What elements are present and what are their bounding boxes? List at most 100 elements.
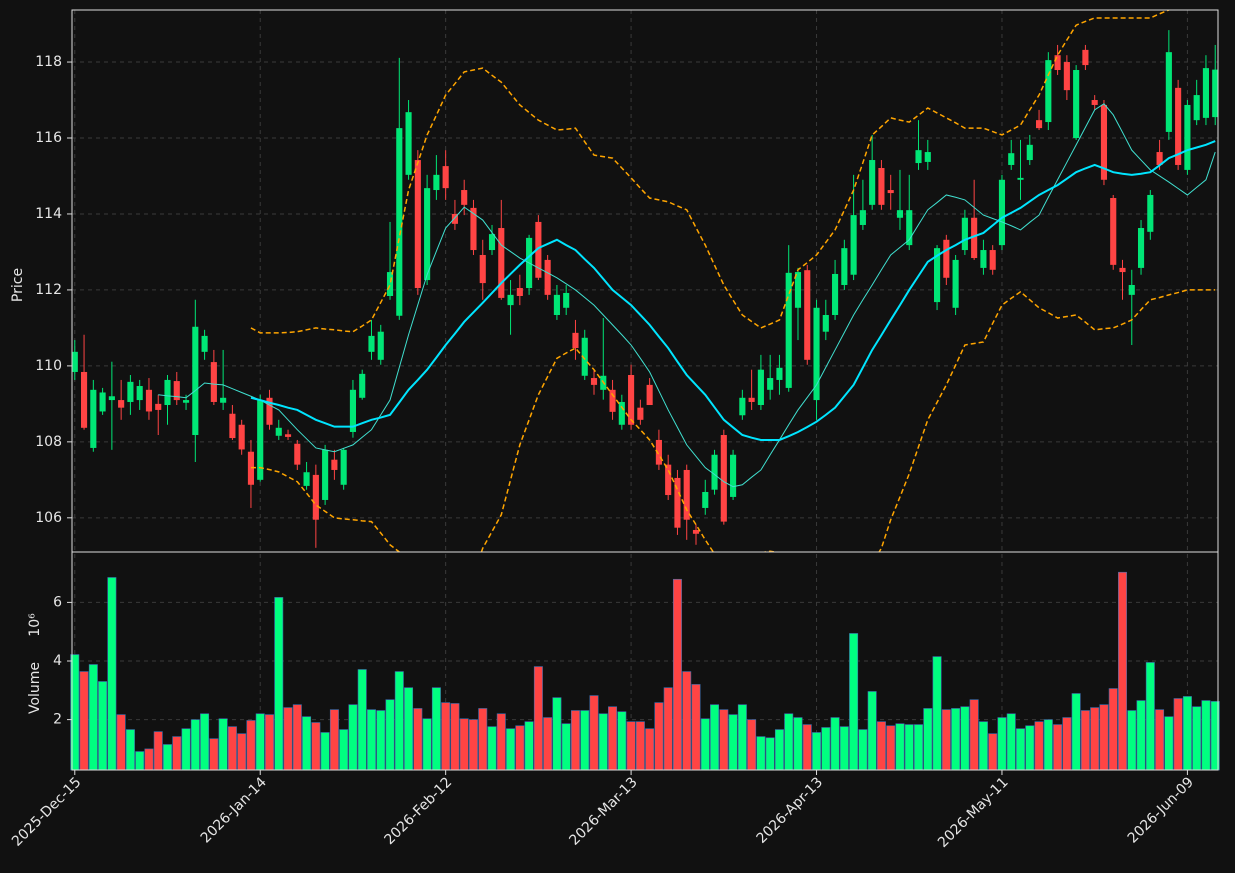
candle-body (971, 217, 978, 259)
candle-body (377, 331, 384, 360)
volume-bar (886, 725, 896, 771)
volume-bar (960, 706, 970, 771)
candle-body (887, 190, 894, 194)
candle-body (507, 294, 514, 306)
candle-body (498, 228, 505, 298)
volume-bar (765, 737, 775, 771)
candle-body (989, 250, 996, 270)
candle-body (535, 221, 542, 278)
volume-bar (292, 704, 302, 771)
volume-bar (348, 704, 358, 771)
volume-bar (737, 704, 747, 771)
candle-body (590, 378, 598, 385)
volume-bar (506, 728, 516, 771)
volume-bar (311, 722, 321, 771)
candle-body (924, 152, 931, 162)
candle-body (136, 386, 143, 401)
candle-body (1193, 95, 1200, 121)
candle-body (702, 491, 709, 508)
candle-body (1165, 52, 1172, 132)
volume-bar (1155, 709, 1165, 771)
candle-body (386, 272, 394, 297)
y-tick-label: 110 (35, 358, 62, 374)
candle-body (90, 389, 97, 448)
candle-body (1054, 55, 1061, 71)
volume-bar (969, 699, 979, 771)
volume-bar (88, 664, 98, 771)
volume-bar (144, 748, 154, 771)
candle-body (757, 369, 764, 406)
volume-bar (895, 723, 905, 771)
candle-body (628, 375, 635, 425)
candle-body (618, 401, 625, 425)
volume-bar (932, 656, 942, 771)
candle-body (1175, 87, 1182, 165)
volume-bar (830, 717, 840, 771)
volume-bar (1108, 688, 1118, 771)
volume-bar (320, 732, 330, 771)
candle-body (182, 400, 190, 403)
volume-bar (812, 732, 822, 771)
volume-bar (1182, 696, 1192, 771)
volume-bar (515, 725, 525, 771)
volume-bar (1034, 721, 1044, 771)
volume-bar (468, 719, 478, 771)
volume-bar (978, 721, 988, 771)
candle-body (692, 529, 700, 534)
volume-bar (663, 687, 673, 771)
candle-body (655, 439, 662, 465)
volume-bar (858, 729, 868, 771)
volume-bar (450, 703, 460, 771)
price-axis-label: Price (10, 268, 26, 302)
candle-body (767, 378, 774, 390)
volume-bar (376, 710, 386, 771)
candle-body (238, 424, 245, 450)
candle-body (581, 337, 588, 376)
y-tick-label: 4 (53, 653, 62, 669)
candle-body (572, 332, 579, 349)
volume-bar (710, 704, 720, 771)
volume-bar (1071, 693, 1081, 771)
volume-bar (1127, 710, 1137, 771)
volume-bar (1164, 716, 1174, 771)
candle-body (637, 407, 644, 420)
candle-body (1082, 49, 1089, 66)
volume-bar (237, 733, 247, 771)
volume-bar (1173, 698, 1183, 771)
volume-bar (135, 751, 145, 771)
y-tick-label: 116 (35, 130, 62, 146)
volume-bar (719, 709, 729, 771)
volume-bar (700, 718, 710, 771)
volume-bar (672, 578, 682, 771)
candle-body (220, 397, 227, 403)
candle-body (563, 292, 570, 308)
volume-bar (849, 633, 859, 771)
volume-bar (570, 710, 580, 771)
candle-body (1128, 284, 1135, 295)
volume-bar (923, 708, 933, 771)
volume-bar (153, 731, 163, 771)
volume-bar (172, 736, 182, 771)
candle-body (822, 314, 829, 332)
volume-bar (635, 721, 645, 771)
volume-bar (1099, 704, 1109, 771)
volume-bar (876, 721, 886, 771)
volume-bar (329, 709, 339, 771)
candle-body (284, 434, 292, 437)
candle-body (1026, 144, 1033, 161)
volume-bar (422, 718, 432, 771)
volume-bar (1080, 710, 1090, 771)
y-tick-label: 108 (35, 434, 62, 450)
candle-body (804, 270, 811, 360)
volume-bar (163, 744, 172, 771)
candle-body (470, 207, 477, 251)
volume-bar (181, 728, 191, 771)
volume-bar (1090, 707, 1100, 771)
volume-bar (552, 697, 562, 771)
candle-body (516, 288, 523, 297)
volume-bar (200, 713, 210, 771)
volume-bar (339, 729, 349, 771)
candle-body (145, 389, 153, 412)
volume-bar (255, 713, 265, 771)
